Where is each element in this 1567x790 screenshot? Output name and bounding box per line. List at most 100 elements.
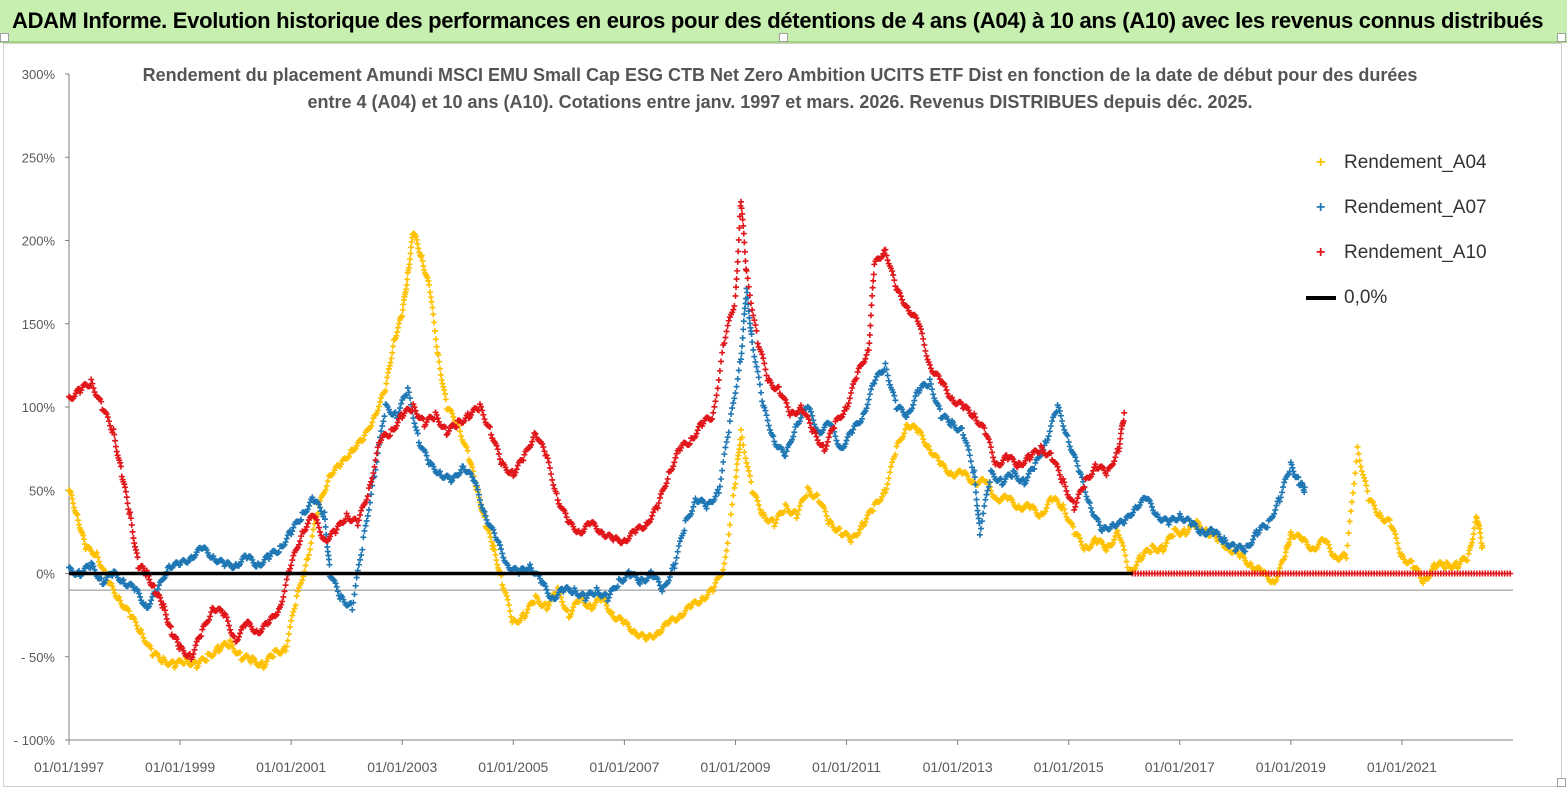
data-point xyxy=(734,258,741,265)
data-point xyxy=(324,478,331,485)
data-point xyxy=(304,520,311,527)
data-point xyxy=(917,326,924,333)
data-point xyxy=(521,451,528,458)
data-point xyxy=(1061,505,1068,512)
data-point xyxy=(749,306,756,313)
data-point xyxy=(95,558,102,565)
data-point xyxy=(982,496,989,503)
data-point xyxy=(412,424,419,431)
data-point xyxy=(748,331,755,338)
data-point xyxy=(738,198,745,205)
data-point xyxy=(287,624,294,631)
data-point xyxy=(225,643,232,650)
data-point xyxy=(856,526,863,533)
data-point xyxy=(843,437,850,444)
data-point xyxy=(403,281,410,288)
data-point xyxy=(1062,483,1069,490)
data-point xyxy=(368,422,375,429)
data-point xyxy=(361,527,368,534)
data-point xyxy=(966,452,973,459)
data-point xyxy=(314,510,321,517)
data-point xyxy=(977,525,984,532)
data-point xyxy=(917,429,924,436)
data-point xyxy=(897,293,904,300)
data-point xyxy=(604,598,611,605)
data-point xyxy=(288,562,295,569)
x-tick-label: 01/01/2001 xyxy=(256,759,326,775)
data-point xyxy=(1355,450,1362,457)
data-point xyxy=(1120,542,1127,549)
data-point xyxy=(1358,468,1365,475)
data-point xyxy=(1163,539,1170,546)
data-point xyxy=(1063,487,1070,494)
data-point xyxy=(1103,547,1110,554)
resize-handle-top-left[interactable] xyxy=(0,33,9,42)
data-point xyxy=(1465,550,1472,557)
data-point xyxy=(399,313,406,320)
data-point xyxy=(368,491,375,498)
y-tick-label: 250% xyxy=(22,150,56,165)
data-point xyxy=(456,469,463,476)
data-point xyxy=(743,459,750,466)
data-point xyxy=(258,562,265,569)
data-point xyxy=(740,326,747,333)
resize-handle-top-middle[interactable] xyxy=(779,33,788,42)
data-point xyxy=(305,502,312,509)
data-point xyxy=(726,418,733,425)
data-point xyxy=(749,339,756,346)
data-point xyxy=(794,421,801,428)
data-point xyxy=(75,517,82,524)
series-Rendement_A07 xyxy=(66,285,1308,613)
data-point xyxy=(642,578,649,585)
data-point xyxy=(363,517,370,524)
data-point xyxy=(1452,560,1459,567)
data-point xyxy=(494,561,501,568)
data-point xyxy=(886,469,893,476)
data-point xyxy=(107,422,114,429)
data-point xyxy=(885,377,892,384)
data-point xyxy=(772,520,779,527)
data-point xyxy=(569,607,576,614)
resize-handle-bottom-right[interactable] xyxy=(1557,778,1566,787)
data-point xyxy=(884,481,891,488)
data-point xyxy=(420,446,427,453)
data-point xyxy=(1371,502,1378,509)
data-point xyxy=(1325,541,1332,548)
data-point xyxy=(411,420,418,427)
marks xyxy=(66,198,1514,671)
data-point xyxy=(315,501,322,508)
data-point xyxy=(113,448,120,455)
data-point xyxy=(825,434,832,441)
data-point xyxy=(722,554,729,561)
data-point xyxy=(355,561,362,568)
data-point xyxy=(715,377,722,384)
data-point xyxy=(404,384,411,391)
data-point xyxy=(877,496,884,503)
data-point xyxy=(395,320,402,327)
data-point xyxy=(656,494,663,501)
data-point xyxy=(282,647,289,654)
data-point xyxy=(390,343,397,350)
data-point xyxy=(504,596,511,603)
data-point xyxy=(263,658,270,665)
data-point xyxy=(889,459,896,466)
data-point xyxy=(305,551,312,558)
data-point xyxy=(755,502,762,509)
data-point xyxy=(262,661,269,668)
data-point xyxy=(711,584,718,591)
resize-handle-top-right[interactable] xyxy=(1557,33,1566,42)
data-point xyxy=(123,494,130,501)
data-point xyxy=(298,516,305,523)
data-point xyxy=(1247,560,1254,567)
data-point xyxy=(377,398,384,405)
data-point xyxy=(229,642,236,649)
data-point xyxy=(845,400,852,407)
data-point xyxy=(559,598,566,605)
data-point xyxy=(382,387,389,394)
data-point xyxy=(844,433,851,440)
data-point xyxy=(761,360,768,367)
data-point xyxy=(796,418,803,425)
chart-title-line1: Rendement du placement Amundi MSCI EMU S… xyxy=(143,65,1418,85)
data-point xyxy=(760,355,767,362)
data-point xyxy=(728,511,735,518)
